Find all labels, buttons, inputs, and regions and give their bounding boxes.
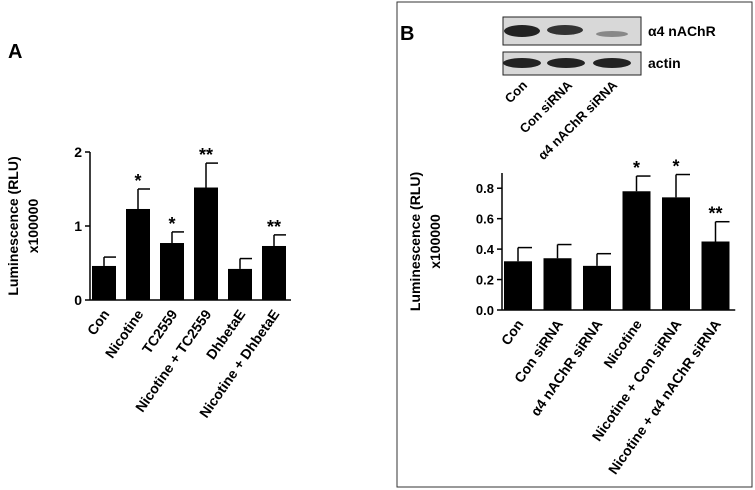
significance: **	[199, 145, 213, 165]
blot-band	[593, 58, 631, 68]
bar	[662, 197, 690, 310]
blot-row-label: actin	[648, 55, 681, 71]
blot-band	[547, 25, 583, 35]
y-axis-label: Luminescence (RLU)	[5, 156, 21, 295]
blot-band	[596, 31, 628, 37]
blot-row-label: α4 nAChR	[648, 23, 716, 39]
bar	[504, 261, 532, 310]
x-tick-label: Con	[84, 307, 113, 338]
bar	[228, 268, 252, 300]
significance: *	[672, 157, 679, 177]
bar	[622, 191, 651, 310]
y-tick-label: 0.8	[476, 181, 494, 196]
significance: **	[708, 204, 722, 224]
significance: *	[633, 158, 640, 178]
y-tick-label: 1	[74, 218, 82, 234]
panel-label: B	[400, 23, 414, 45]
y-axis-label: Luminescence (RLU)	[407, 172, 423, 311]
blot-band	[547, 58, 585, 68]
bar	[701, 241, 730, 310]
blot-band	[503, 58, 541, 68]
x-tick-label: Con	[498, 317, 527, 348]
blot	[502, 16, 642, 76]
y-axis-label: x100000	[427, 214, 443, 269]
y-tick-label: 0.0	[476, 303, 494, 318]
panel-border	[396, 1, 753, 488]
blot-lane-label: α4 nAChR siRNA	[535, 77, 621, 163]
bar	[543, 258, 572, 310]
bar	[126, 208, 150, 300]
y-tick-label: 2	[74, 144, 82, 160]
significance: **	[267, 217, 281, 237]
bar	[194, 187, 218, 300]
bar	[92, 265, 116, 300]
x-tick-label: α4 nAChR siRNA	[527, 317, 605, 419]
y-axis-label: x100000	[25, 199, 41, 254]
y-tick-label: 0.4	[476, 242, 495, 257]
blot-lane-label: Con	[502, 77, 531, 106]
significance: *	[168, 214, 175, 234]
y-tick-label: 0.6	[476, 212, 494, 227]
blot-band	[504, 25, 540, 37]
significance: *	[134, 171, 141, 191]
y-tick-label: 0	[74, 292, 82, 308]
bar	[262, 245, 286, 300]
panel-label: A	[8, 41, 22, 63]
bar	[583, 265, 611, 310]
y-tick-label: 0.2	[476, 273, 494, 288]
bar	[160, 243, 184, 300]
